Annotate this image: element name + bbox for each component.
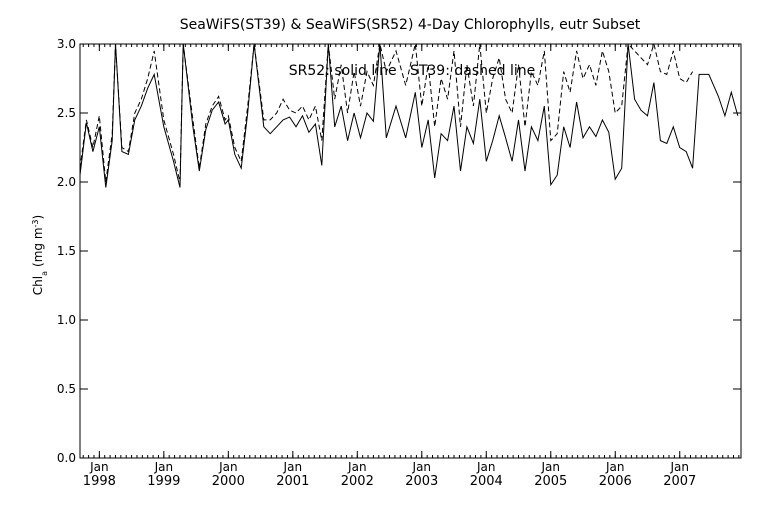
x-tick-month-label: Jan (89, 460, 109, 474)
x-tick-month-label: Jan (541, 460, 561, 474)
y-tick-label: 0.0 (57, 451, 76, 465)
x-tick-month-label: Jan (605, 460, 625, 474)
legend-annotation: SR52: solid line ST39: dashed line (289, 63, 535, 79)
y-axis-label-main: Chl (31, 276, 45, 295)
x-tick-year-label: 2002 (341, 474, 374, 489)
x-tick-month-label: Jan (283, 460, 303, 474)
y-axis-label-sub: a (40, 271, 49, 276)
series-line-st39 (80, 44, 694, 183)
y-axis-label-close: ) (31, 215, 45, 220)
x-tick-year-label: 2003 (405, 474, 438, 489)
x-tick-year-label: 2007 (663, 474, 696, 489)
x-tick-month-label: Jan (412, 460, 432, 474)
x-tick-month-label: Jan (476, 460, 496, 474)
x-tick-month-label: Jan (154, 460, 174, 474)
x-tick-year-label: 1998 (83, 474, 116, 489)
x-tick-year-label: 2000 (212, 474, 245, 489)
y-tick-label: 1.5 (57, 244, 76, 258)
x-tick-month-label: Jan (347, 460, 367, 474)
x-tick-year-label: 2006 (599, 474, 632, 489)
chart-title: SeaWiFS(ST39) & SeaWiFS(SR52) 4-Day Chlo… (180, 17, 641, 33)
plot-frame (79, 43, 742, 459)
x-tick-year-label: 2005 (534, 474, 567, 489)
y-tick-label: 3.0 (57, 37, 76, 51)
x-tick-year-label: 2004 (470, 474, 503, 489)
y-tick-label: 1.0 (57, 313, 76, 327)
y-axis-label: Chla (mg m-3) (31, 215, 49, 295)
y-tick-label: 2.5 (57, 106, 76, 120)
series-layer (80, 44, 739, 188)
y-axis-label-units: (mg m (31, 227, 45, 267)
x-tick-month-label: Jan (218, 460, 238, 474)
x-tick-year-label: 1999 (147, 474, 180, 489)
svg-text:Chla(mg m-3): Chla (mg m-3) (31, 215, 49, 295)
x-tick-month-label: Jan (669, 460, 689, 474)
x-tick-year-label: 2001 (276, 474, 309, 489)
y-axis-label-sup: -3 (31, 219, 40, 227)
tick-layer: 0.00.51.01.52.02.53.0Jan1998Jan1999Jan20… (57, 37, 741, 489)
y-tick-label: 2.0 (57, 175, 76, 189)
y-tick-label: 0.5 (57, 382, 76, 396)
